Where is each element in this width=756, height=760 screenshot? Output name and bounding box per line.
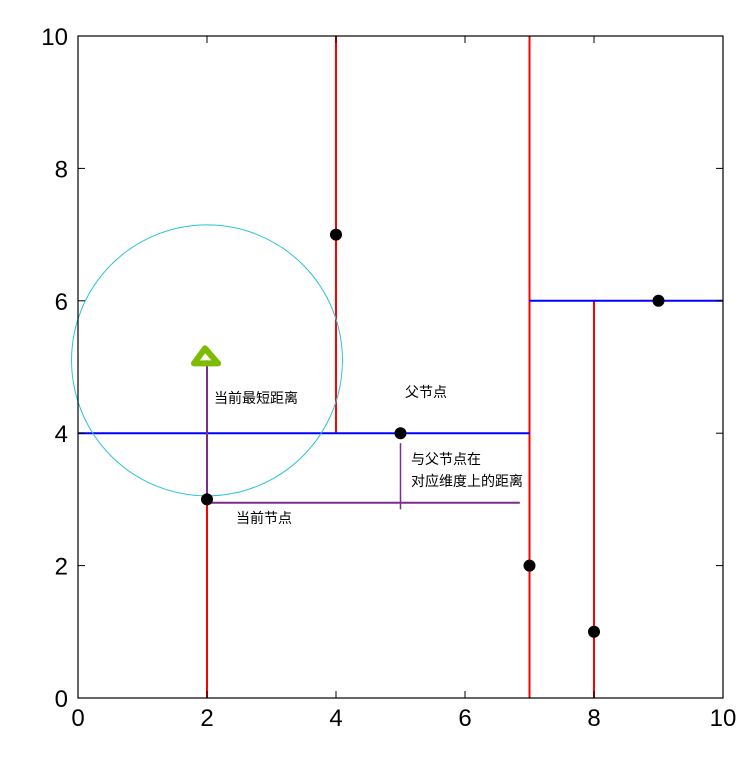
y-tick-label-0: 0	[55, 686, 68, 713]
x-tick-label-1: 2	[200, 705, 213, 732]
annotation-distance-to-parent-line1: 与父节点在	[411, 452, 481, 468]
split-lines	[78, 36, 723, 698]
x-tick-label-3: 6	[458, 705, 471, 732]
x-tick-label-4: 8	[587, 705, 600, 732]
data-point-3	[523, 559, 536, 572]
data-point-1	[330, 228, 342, 241]
data-point-2	[394, 427, 407, 440]
x-tick-label-5: 10	[710, 705, 737, 732]
y-tick-label-3: 6	[55, 289, 68, 316]
annotation-current-shortest-distance: 当前最短距离	[214, 390, 298, 407]
data-point-5	[652, 294, 665, 307]
y-tick-label-2: 4	[55, 421, 68, 448]
y-tick-label-4: 8	[55, 156, 68, 183]
x-tick-label-2: 4	[329, 705, 342, 732]
data-point-4	[588, 625, 600, 638]
axis-ticks: 0 2 4 6 8 10 0 2 4 6 8 10	[41, 24, 736, 732]
data-point-0	[201, 493, 213, 506]
target-point-layer	[191, 345, 221, 367]
plot-frame	[77, 35, 724, 699]
data-points	[201, 228, 665, 638]
annotation-current-node: 当前节点	[236, 510, 292, 527]
y-tick-label-1: 2	[55, 554, 68, 581]
annotation-lines	[206, 360, 520, 510]
y-tick-label-5: 10	[41, 24, 68, 51]
target-point-marker	[191, 345, 221, 367]
annotation-parent-node: 父节点	[405, 385, 447, 401]
annotation-distance-to-parent-line2: 对应维度上的距离	[411, 473, 523, 490]
x-tick-label-0: 0	[71, 705, 84, 732]
